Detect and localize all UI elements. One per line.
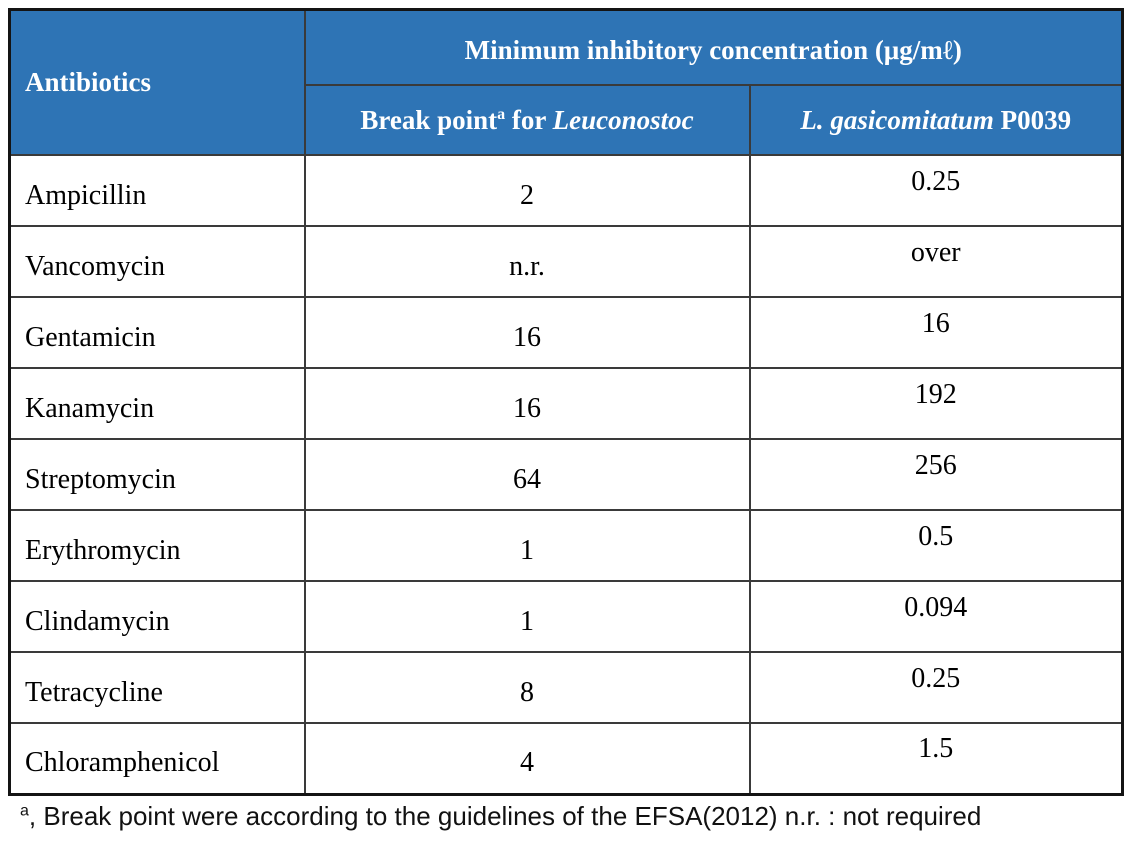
mic-title-label: Minimum inhibitory concentration (μg/mℓ) <box>464 35 962 65</box>
breakpoint-column-header: Break pointa for Leuconostoc <box>303 84 751 156</box>
antibiotic-name: Clindamycin <box>25 605 170 637</box>
breakpoint-value: 16 <box>513 392 541 424</box>
antibiotic-name-cell: Tetracycline <box>8 651 306 724</box>
mic-table: Antibiotics Minimum inhibitory concentra… <box>8 8 1124 796</box>
mic-value: 0.094 <box>904 591 968 623</box>
mic-cell: 16 <box>748 296 1124 369</box>
footnote-text: , Break point were according to the guid… <box>28 800 982 831</box>
breakpoint-value: 64 <box>513 463 541 495</box>
mic-value: 16 <box>921 307 950 339</box>
breakpoint-cell: 16 <box>303 367 751 440</box>
antibiotic-name-cell: Kanamycin <box>8 367 306 440</box>
mic-cell: 0.25 <box>748 651 1124 724</box>
mic-merged-header: Minimum inhibitory concentration (μg/mℓ) <box>303 8 1124 86</box>
mic-cell: 192 <box>748 367 1124 440</box>
antibiotic-name-cell: Erythromycin <box>8 509 306 582</box>
breakpoint-value: 8 <box>520 676 534 708</box>
breakpoint-superscript: a <box>497 105 506 123</box>
breakpoint-cell: 64 <box>303 438 751 511</box>
antibiotic-name: Ampicillin <box>25 179 147 211</box>
table-header: Antibiotics Minimum inhibitory concentra… <box>8 8 1124 156</box>
breakpoint-value: 1 <box>520 605 534 637</box>
mic-cell: 0.094 <box>748 580 1124 653</box>
breakpoint-header-mid: for <box>505 104 553 135</box>
table-row: Chloramphenicol 4 1.5 <box>8 722 1124 795</box>
antibiotic-name-cell: Clindamycin <box>8 580 306 653</box>
mic-value: 192 <box>914 378 957 410</box>
table-row: Streptomycin 64 256 <box>8 438 1124 511</box>
antibiotic-name: Kanamycin <box>25 392 155 424</box>
breakpoint-header-text: Break point <box>360 104 498 135</box>
table-row: Vancomycin n.r. over <box>8 225 1124 298</box>
breakpoint-cell: 16 <box>303 296 751 369</box>
mic-cell: 0.25 <box>748 154 1124 227</box>
breakpoint-value: 1 <box>520 534 534 566</box>
footnote: a, Break point were according to the gui… <box>8 801 1121 832</box>
mic-cell: 0.5 <box>748 509 1124 582</box>
antibiotic-name: Chloramphenicol <box>25 747 220 779</box>
breakpoint-value: 2 <box>520 179 534 211</box>
mic-value: 0.5 <box>918 520 954 552</box>
antibiotic-name: Gentamicin <box>25 321 156 353</box>
mic-value: 0.25 <box>911 165 961 197</box>
table-row: Clindamycin 1 0.094 <box>8 580 1124 653</box>
antibiotic-name: Erythromycin <box>25 534 181 566</box>
mic-cell: 256 <box>748 438 1124 511</box>
breakpoint-value: 16 <box>513 321 541 353</box>
mic-cell: 1.5 <box>748 722 1124 795</box>
antibiotic-name-cell: Gentamicin <box>8 296 306 369</box>
table-row: Tetracycline 8 0.25 <box>8 651 1124 724</box>
breakpoint-cell: 1 <box>303 580 751 653</box>
breakpoint-value: n.r. <box>509 250 545 282</box>
species-name: L. gasicomitatum <box>800 104 994 135</box>
antibiotic-name: Tetracycline <box>25 676 163 708</box>
footnote-superscript: a <box>20 801 29 819</box>
mic-value: 1.5 <box>918 733 954 765</box>
breakpoint-cell: 8 <box>303 651 751 724</box>
antibiotic-name-cell: Ampicillin <box>8 154 306 227</box>
mic-value: over <box>910 236 961 268</box>
antibiotic-name-cell: Vancomycin <box>8 225 306 298</box>
antibiotic-name-cell: Streptomycin <box>8 438 306 511</box>
strain-code: P0039 <box>993 104 1072 135</box>
antibiotics-header-label: Antibiotics <box>25 67 152 97</box>
mic-value: 0.25 <box>911 662 961 694</box>
mic-value: 256 <box>914 449 957 481</box>
breakpoint-cell: 1 <box>303 509 751 582</box>
table-row: Erythromycin 1 0.5 <box>8 509 1124 582</box>
table-row: Gentamicin 16 16 <box>8 296 1124 369</box>
antibiotics-column-header: Antibiotics <box>8 8 306 156</box>
breakpoint-cell: 2 <box>303 154 751 227</box>
strain-column-header: L. gasicomitatum P0039 <box>748 84 1124 156</box>
breakpoint-value: 4 <box>520 747 534 779</box>
table-body: Ampicillin 2 0.25 Vancomycin n.r. over G… <box>8 154 1124 795</box>
genus-name: Leuconostoc <box>552 104 694 135</box>
table-row: Kanamycin 16 192 <box>8 367 1124 440</box>
table-row: Ampicillin 2 0.25 <box>8 154 1124 227</box>
breakpoint-cell: 4 <box>303 722 751 795</box>
antibiotic-name-cell: Chloramphenicol <box>8 722 306 795</box>
antibiotic-name: Vancomycin <box>25 250 165 282</box>
mic-cell: over <box>748 225 1124 298</box>
antibiotic-name: Streptomycin <box>25 463 176 495</box>
breakpoint-cell: n.r. <box>303 225 751 298</box>
